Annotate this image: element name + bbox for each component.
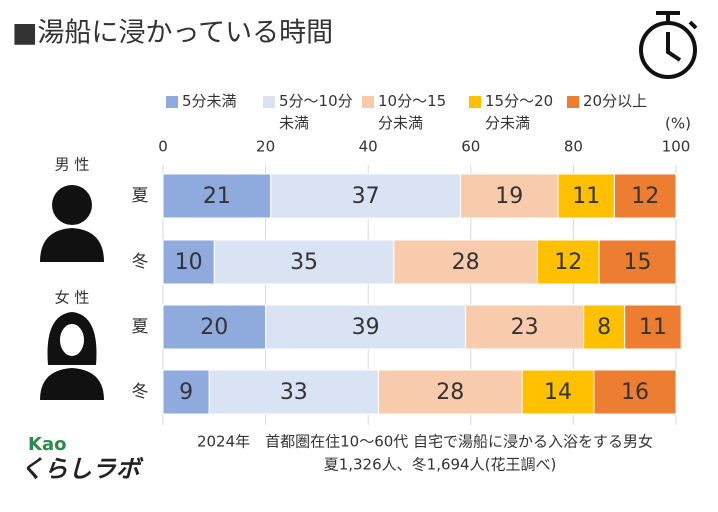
legend-swatch xyxy=(567,96,579,108)
female-icon xyxy=(40,312,104,400)
bar-segment xyxy=(583,304,626,350)
x-tick-label: 80 xyxy=(564,138,583,156)
data-label: 39 xyxy=(352,315,380,340)
data-label: 23 xyxy=(511,315,539,340)
data-label: 8 xyxy=(597,315,611,340)
legend-label: 5分～10分未満 xyxy=(279,92,353,132)
legend-swatch xyxy=(166,96,178,108)
legend-swatch xyxy=(263,96,275,108)
data-label: 20 xyxy=(200,315,228,340)
y-tick-label: 冬 xyxy=(132,252,149,272)
legend-label: 20分以上 xyxy=(583,92,648,110)
group-label: 男 性 xyxy=(55,156,90,174)
data-label: 9 xyxy=(179,380,193,405)
x-tick-label: 100 xyxy=(662,138,691,156)
bar-segment xyxy=(557,173,615,219)
male-icon xyxy=(40,185,104,262)
bar-segment xyxy=(162,173,272,219)
bar-segment xyxy=(208,369,379,415)
y-tick-label: 夏 xyxy=(132,186,149,206)
data-label: 16 xyxy=(621,380,649,405)
unit-label: (%) xyxy=(665,115,691,133)
data-label: 35 xyxy=(290,250,318,275)
x-tick-label: 40 xyxy=(359,138,378,156)
data-label: 28 xyxy=(436,380,464,405)
y-tick-label: 冬 xyxy=(132,382,149,402)
bar-segment xyxy=(598,239,677,285)
note: 夏1,326人、冬1,694人(花王調べ) xyxy=(324,456,557,474)
data-label: 19 xyxy=(495,184,523,209)
bar-segment xyxy=(613,173,677,219)
legend-swatch xyxy=(362,96,374,108)
data-label: 21 xyxy=(203,184,231,209)
data-label: 15 xyxy=(624,250,652,275)
bar-segment xyxy=(377,369,523,415)
x-tick-label: 60 xyxy=(461,138,480,156)
brand-logo: Kao xyxy=(28,434,66,455)
x-tick-label: 20 xyxy=(256,138,275,156)
bar-segment xyxy=(393,239,538,285)
stopwatch-icon xyxy=(639,11,698,79)
data-label: 33 xyxy=(280,380,308,405)
data-label: 28 xyxy=(452,250,480,275)
x-tick-label: 0 xyxy=(158,138,168,156)
brand-name: くらしラボ xyxy=(20,455,144,483)
note: 2024年 首都圏在住10～60代 自宅で湯船に浸かる入浴をする男女 xyxy=(197,433,653,451)
data-label: 11 xyxy=(572,184,600,209)
bar-segment xyxy=(265,304,467,350)
data-label: 10 xyxy=(175,250,203,275)
y-tick-label: 夏 xyxy=(132,317,149,337)
bar-segment xyxy=(162,369,210,415)
data-label: 11 xyxy=(639,315,667,340)
bar-segment xyxy=(593,369,677,415)
bar-segment xyxy=(270,173,462,219)
data-label: 37 xyxy=(352,184,380,209)
legend-label: 5分未満 xyxy=(182,92,237,110)
chart-title: ■湯船に浸かっている時間 xyxy=(12,18,333,49)
legend-label: 10分～15分未満 xyxy=(378,92,447,132)
bar-segment xyxy=(162,239,215,285)
bar-segment xyxy=(521,369,595,415)
bar-segment xyxy=(624,304,682,350)
legend-swatch xyxy=(469,96,481,108)
group-label: 女 性 xyxy=(55,289,90,307)
data-label: 12 xyxy=(554,250,582,275)
data-label: 12 xyxy=(631,184,659,209)
data-label: 14 xyxy=(544,380,572,405)
legend-label: 15分～20分未満 xyxy=(485,92,554,132)
